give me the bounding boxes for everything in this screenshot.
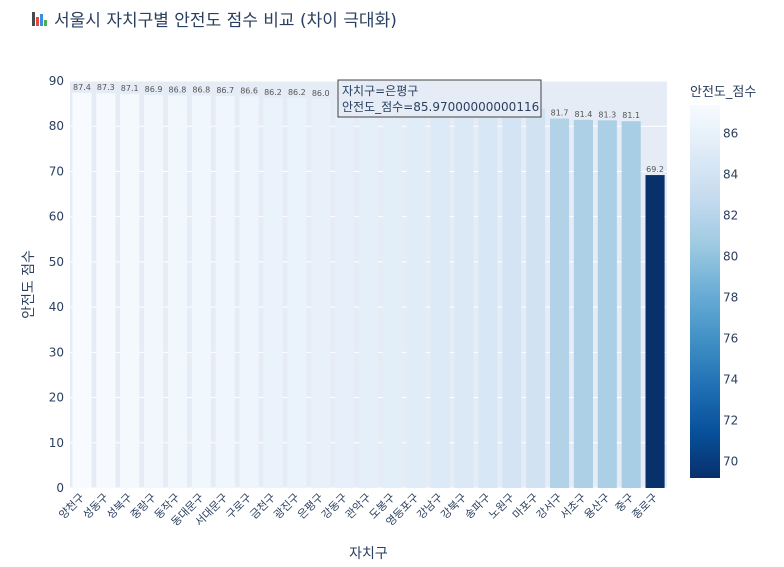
hover-tooltip: 자치구=은평구 안전도_점수=85.97000000000116 [337,79,542,118]
bar [239,96,259,489]
x-tick-label: 강남구 [415,491,446,522]
bar [263,98,283,488]
x-tick-label: 강동구 [319,491,350,522]
y-tick-label: 40 [49,300,64,314]
bar [406,102,426,488]
bar-data-label: 86.7 [216,86,234,95]
bar [645,175,665,488]
bar [215,95,235,488]
bar [311,99,331,488]
x-axis-title: 자치구 [349,546,388,562]
bar [478,105,498,489]
y-tick-label: 80 [49,119,64,133]
y-tick-label: 30 [49,345,64,359]
y-tick-label: 10 [49,436,64,450]
bar-data-label: 86.8 [192,85,210,94]
colorbar-ticks: 70 72 74 76 78 80 82 84 86 [723,127,738,469]
bar [382,101,402,488]
bar [287,98,307,488]
x-tick-label: 노원구 [486,491,517,522]
bar [96,93,116,489]
chart-title-text: 서울시 자치구별 안전도 점수 비교 (차이 극대화) [54,11,397,31]
bar [144,95,164,488]
bar-data-label: 87.4 [73,83,91,92]
bar-data-label: 87.3 [97,83,115,92]
x-tick-label: 마포구 [510,491,541,522]
bar-data-label: 81.1 [622,111,640,120]
x-tick-label: 성동구 [80,491,111,522]
y-tick-label: 60 [49,210,64,224]
colorbar-tick-label: 80 [723,250,738,264]
bar [430,104,450,489]
bar [526,108,546,488]
bar-data-label: 81.3 [598,110,616,119]
tooltip-line-2: 안전도_점수=85.97000000000116 [342,100,539,114]
bar [549,118,570,488]
colorbar-tick-label: 84 [723,168,738,182]
y-axis-title: 안전도 점수 [21,250,37,319]
bar-chart-icon [32,11,48,27]
bars: 87.4 87.3 87.1 86.9 86.8 86.8 86.7 86.6 86.2 86.2… [72,83,665,489]
colorbar-tick-label: 82 [723,209,738,223]
y-tick-label: 90 [49,74,64,88]
x-tick-label: 은평구 [295,491,326,522]
bar-data-label: 81.4 [575,110,593,119]
bar [621,121,641,489]
colorbar-title: 안전도_점수 [690,85,756,100]
x-tick-label: 관악구 [343,491,374,522]
x-axis-ticks: 양천구성동구성북구중랑구동작구동대문구서대문구구로구금천구광진구은평구강동구관악… [56,490,660,529]
x-tick-label: 송파구 [462,491,493,522]
bar [573,119,593,488]
x-tick-label: 용산구 [582,491,613,522]
bar [167,95,188,489]
bar-data-label: 81.7 [551,109,569,118]
bar [454,104,474,488]
x-tick-label: 종로구 [630,491,661,522]
colorbar-tick-label: 70 [723,455,738,469]
y-tick-label: 50 [49,255,64,269]
y-axis-ticks: 0 10 20 30 40 50 60 70 80 90 [49,74,64,495]
colorbar-tick-label: 72 [723,414,738,428]
y-tick-label: 0 [56,481,64,495]
bar-data-label: 86.0 [312,89,330,98]
bar-data-label: 86.2 [264,88,282,97]
bar-data-label: 86.6 [240,86,258,95]
bar [597,120,617,489]
tooltip-line-1: 자치구=은평구 [342,84,418,98]
bar [72,92,92,488]
colorbar-gradient [690,105,720,478]
bar-data-label: 87.1 [121,84,139,93]
x-tick-label: 강북구 [438,491,469,522]
x-tick-label: 금천구 [247,490,278,521]
x-tick-label: 구로구 [224,491,255,522]
colorbar-tick-label: 78 [723,291,738,305]
bar [120,94,140,488]
tooltip-box [337,79,542,118]
colorbar-tick-label: 74 [723,373,738,387]
x-tick-label: 광진구 [271,491,302,522]
x-tick-label: 중랑구 [128,491,159,522]
bar [335,99,355,489]
colorbar-tick-label: 86 [723,127,738,141]
colorbar-tick-label: 76 [723,332,738,346]
y-tick-label: 20 [49,391,64,405]
x-tick-label: 서초구 [558,491,589,522]
x-tick-label: 성북구 [104,491,135,522]
bar-data-label: 86.8 [169,85,187,94]
bar-data-label: 86.2 [288,88,306,97]
x-tick-label: 강서구 [534,491,565,522]
bar [191,95,211,489]
bar [358,100,379,488]
bar-data-label: 86.9 [145,85,163,94]
chart-title: 서울시 자치구별 안전도 점수 비교 (차이 극대화) [32,6,397,31]
bar-data-label: 69.2 [646,165,664,174]
bar [502,107,522,489]
colorbar: 안전도_점수 70 72 74 76 78 80 82 84 86 [690,85,756,478]
y-tick-label: 70 [49,164,64,178]
